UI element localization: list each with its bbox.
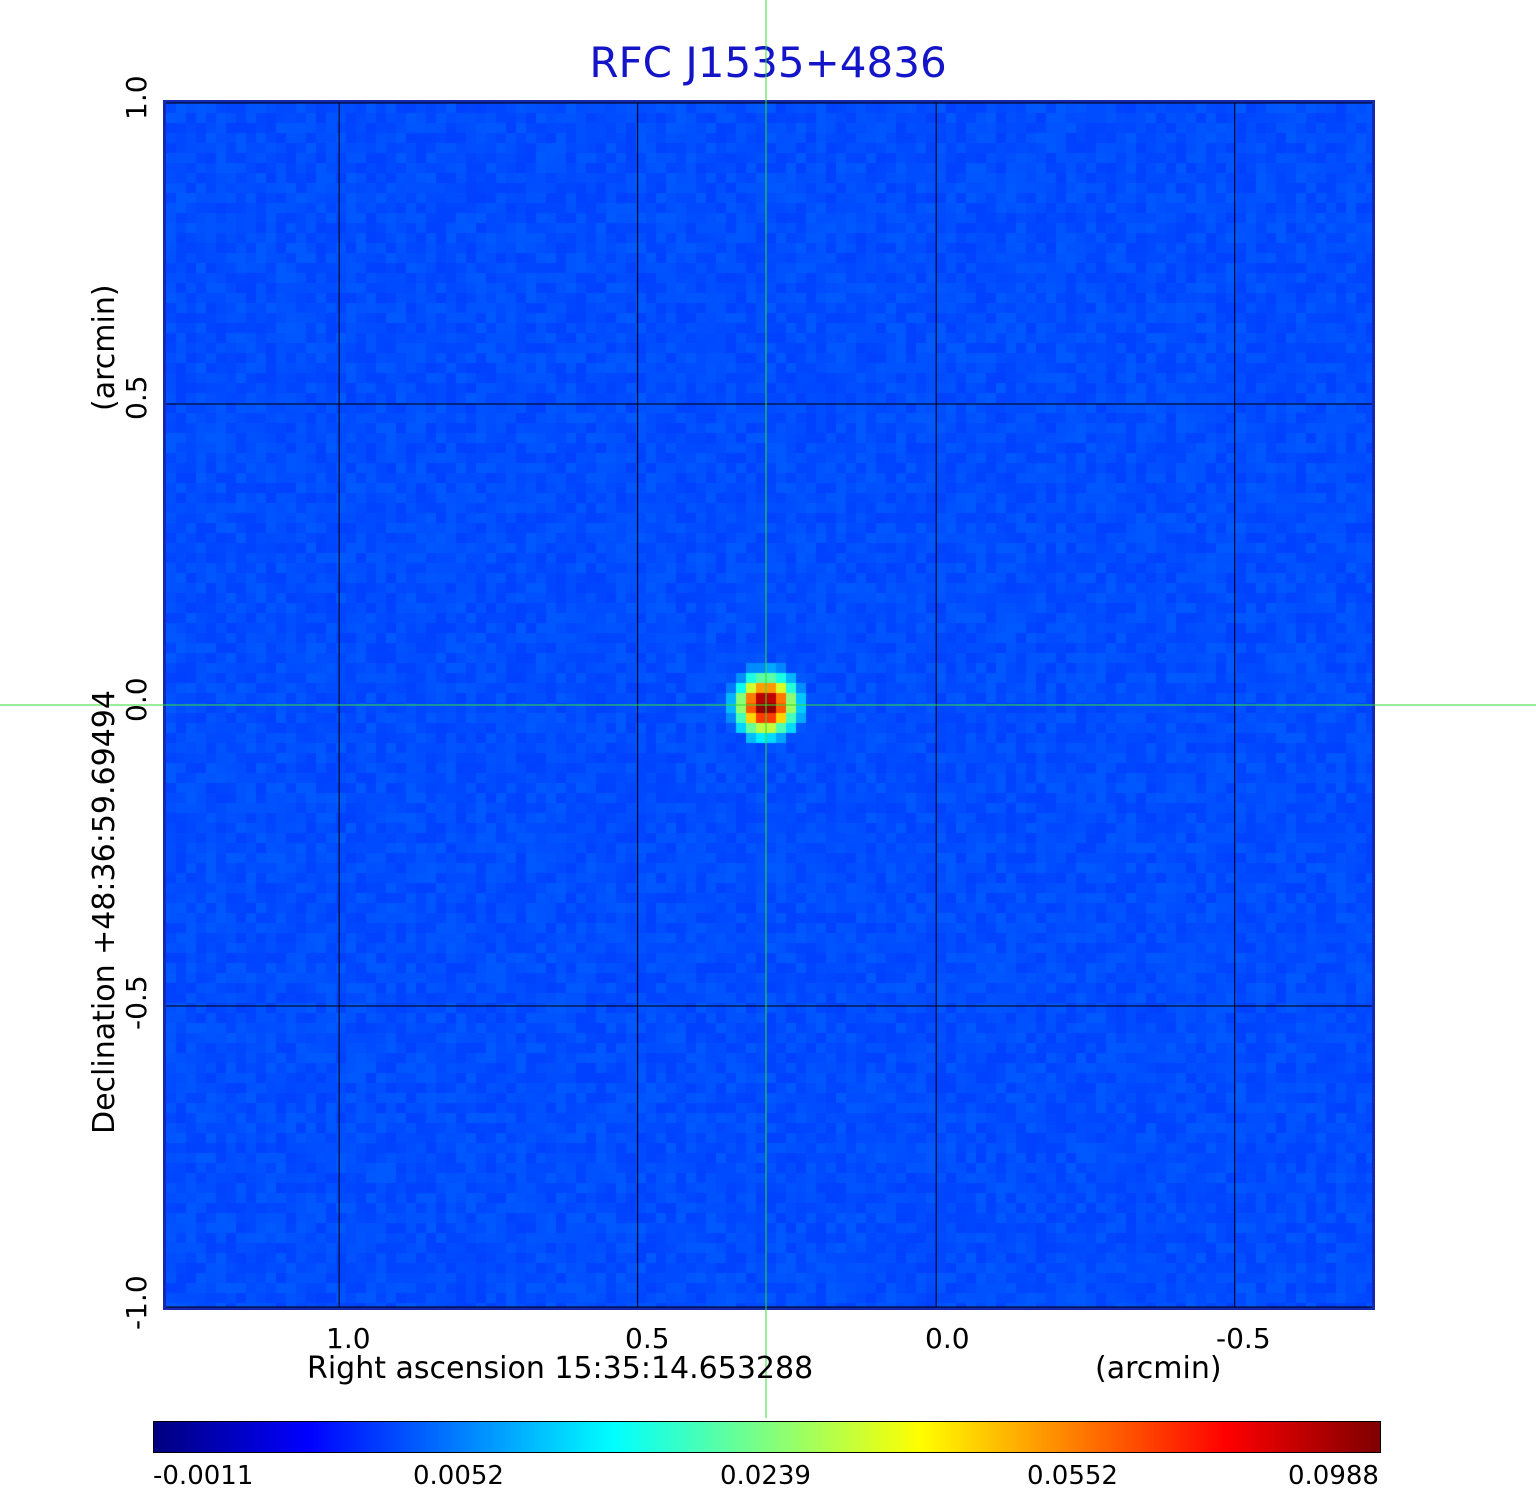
colorbar-tick-label: -0.0011 (153, 1461, 254, 1491)
x-tick-label: 1.0 (326, 1322, 371, 1355)
y-tick-label: 0.5 (120, 375, 153, 420)
colorbar-tick-label: 0.0239 (720, 1461, 811, 1491)
y-tick-label: -1.0 (120, 1275, 153, 1330)
x-axis-unit: (arcmin) (1095, 1351, 1222, 1386)
crosshair (0, 0, 1536, 1418)
y-tick-label: -0.5 (120, 975, 153, 1030)
colorbar (153, 1421, 1381, 1453)
x-tick-label: 0.5 (625, 1322, 670, 1355)
y-axis-label: Declination +48:36:59.69494 (87, 690, 122, 1134)
x-tick-label: -0.5 (1216, 1322, 1271, 1355)
y-tick-label: 0.0 (120, 677, 153, 722)
x-axis-label: Right ascension 15:35:14.653288 (307, 1351, 814, 1386)
colorbar-tick-label: 0.0988 (1288, 1461, 1379, 1491)
colorbar-tick-label: 0.0552 (1027, 1461, 1118, 1491)
y-tick-label: 1.0 (120, 75, 153, 120)
colorbar-tick-label: 0.0052 (413, 1461, 504, 1491)
x-tick-label: 0.0 (925, 1322, 970, 1355)
y-axis-unit: (arcmin) (87, 284, 122, 411)
chart-title: RFC J1535+4836 (589, 38, 947, 87)
